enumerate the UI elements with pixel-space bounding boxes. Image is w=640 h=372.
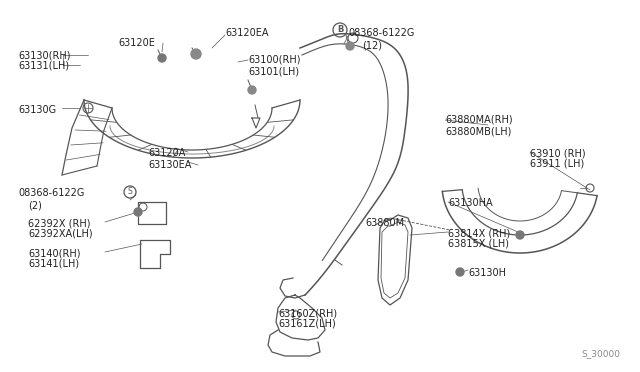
- Text: 63910 (RH): 63910 (RH): [530, 148, 586, 158]
- Text: 63120EA: 63120EA: [225, 28, 269, 38]
- Text: 63101(LH): 63101(LH): [248, 66, 299, 76]
- Text: 08368-6122G: 08368-6122G: [18, 188, 84, 198]
- Text: 63120E: 63120E: [118, 38, 155, 48]
- Circle shape: [134, 208, 142, 216]
- Text: 63100(RH): 63100(RH): [248, 55, 301, 65]
- Text: 63130EA: 63130EA: [148, 160, 191, 170]
- Circle shape: [346, 42, 354, 50]
- Text: 63160Z(RH): 63160Z(RH): [278, 308, 337, 318]
- Text: 63120A: 63120A: [148, 148, 186, 158]
- Text: 63130H: 63130H: [468, 268, 506, 278]
- Text: B: B: [337, 26, 343, 35]
- Text: S: S: [127, 187, 132, 196]
- Text: 63130HA: 63130HA: [448, 198, 493, 208]
- Text: 62392X (RH): 62392X (RH): [28, 218, 90, 228]
- Circle shape: [456, 268, 464, 276]
- Text: 63141(LH): 63141(LH): [28, 259, 79, 269]
- Text: (12): (12): [362, 40, 382, 50]
- Text: 08368-6122G: 08368-6122G: [348, 28, 414, 38]
- Text: 63880MB(LH): 63880MB(LH): [445, 126, 511, 136]
- Text: 63130G: 63130G: [18, 105, 56, 115]
- Text: S_30000: S_30000: [581, 349, 620, 358]
- Text: 63880M: 63880M: [365, 218, 404, 228]
- Text: 63130(RH): 63130(RH): [18, 50, 70, 60]
- Text: 62392XA(LH): 62392XA(LH): [28, 229, 93, 239]
- Circle shape: [158, 54, 166, 62]
- Text: 63131(LH): 63131(LH): [18, 61, 69, 71]
- Text: 63815X (LH): 63815X (LH): [448, 239, 509, 249]
- Text: 63140(RH): 63140(RH): [28, 248, 81, 258]
- Circle shape: [191, 49, 201, 59]
- Text: 63161Z(LH): 63161Z(LH): [278, 319, 336, 329]
- Text: (2): (2): [28, 200, 42, 210]
- Text: 63880MA(RH): 63880MA(RH): [445, 115, 513, 125]
- Circle shape: [516, 231, 524, 239]
- Circle shape: [248, 86, 256, 94]
- Text: 63814X (RH): 63814X (RH): [448, 228, 510, 238]
- Text: 63911 (LH): 63911 (LH): [530, 159, 584, 169]
